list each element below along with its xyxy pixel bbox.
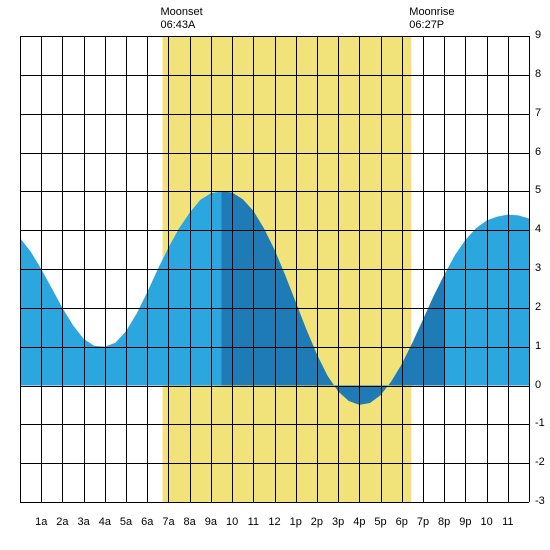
moonrise-annotation: Moonrise 06:27P — [409, 6, 454, 32]
x-tick-label: 9a — [205, 516, 217, 528]
y-tick-label: 6 — [535, 146, 541, 158]
chart-svg — [0, 0, 550, 550]
x-tick-label: 3p — [332, 516, 344, 528]
x-tick-label: 1p — [290, 516, 302, 528]
moonset-time: 06:43A — [161, 19, 203, 32]
y-tick-label: 5 — [535, 184, 541, 196]
x-tick-label: 1a — [35, 516, 47, 528]
y-tick-label: 8 — [535, 68, 541, 80]
x-tick-label: 4a — [99, 516, 111, 528]
y-tick-label: 1 — [535, 340, 541, 352]
y-tick-label: -3 — [535, 495, 545, 507]
x-tick-label: 7a — [162, 516, 174, 528]
x-tick-label: 8a — [184, 516, 196, 528]
x-tick-label: 8p — [438, 516, 450, 528]
moonrise-time: 06:27P — [409, 19, 454, 32]
tide-chart: Moonset 06:43A Moonrise 06:27P -3-2-1012… — [0, 0, 550, 550]
y-tick-label: 3 — [535, 262, 541, 274]
x-tick-label: 6a — [141, 516, 153, 528]
x-tick-label: 2p — [311, 516, 323, 528]
x-tick-label: 10 — [226, 516, 238, 528]
x-tick-label: 5p — [374, 516, 386, 528]
y-tick-label: -2 — [535, 456, 545, 468]
x-tick-label: 10 — [480, 516, 492, 528]
x-tick-label: 4p — [353, 516, 365, 528]
y-tick-label: 0 — [535, 379, 541, 391]
x-tick-label: 3a — [78, 516, 90, 528]
x-tick-label: 11 — [248, 516, 259, 528]
y-tick-label: 7 — [535, 107, 541, 119]
x-tick-label: 9p — [459, 516, 471, 528]
y-tick-label: -1 — [535, 417, 545, 429]
x-tick-label: 6p — [396, 516, 408, 528]
moonset-annotation: Moonset 06:43A — [161, 6, 203, 32]
x-tick-label: 5a — [120, 516, 132, 528]
y-tick-label: 4 — [535, 223, 541, 235]
moonrise-title: Moonrise — [409, 6, 454, 19]
y-tick-label: 2 — [535, 301, 541, 313]
x-tick-label: 11 — [502, 516, 513, 528]
y-tick-label: 9 — [535, 29, 541, 41]
moonset-title: Moonset — [161, 6, 203, 19]
x-tick-label: 2a — [56, 516, 68, 528]
x-tick-label: 7p — [417, 516, 429, 528]
x-tick-label: 12 — [268, 516, 280, 528]
